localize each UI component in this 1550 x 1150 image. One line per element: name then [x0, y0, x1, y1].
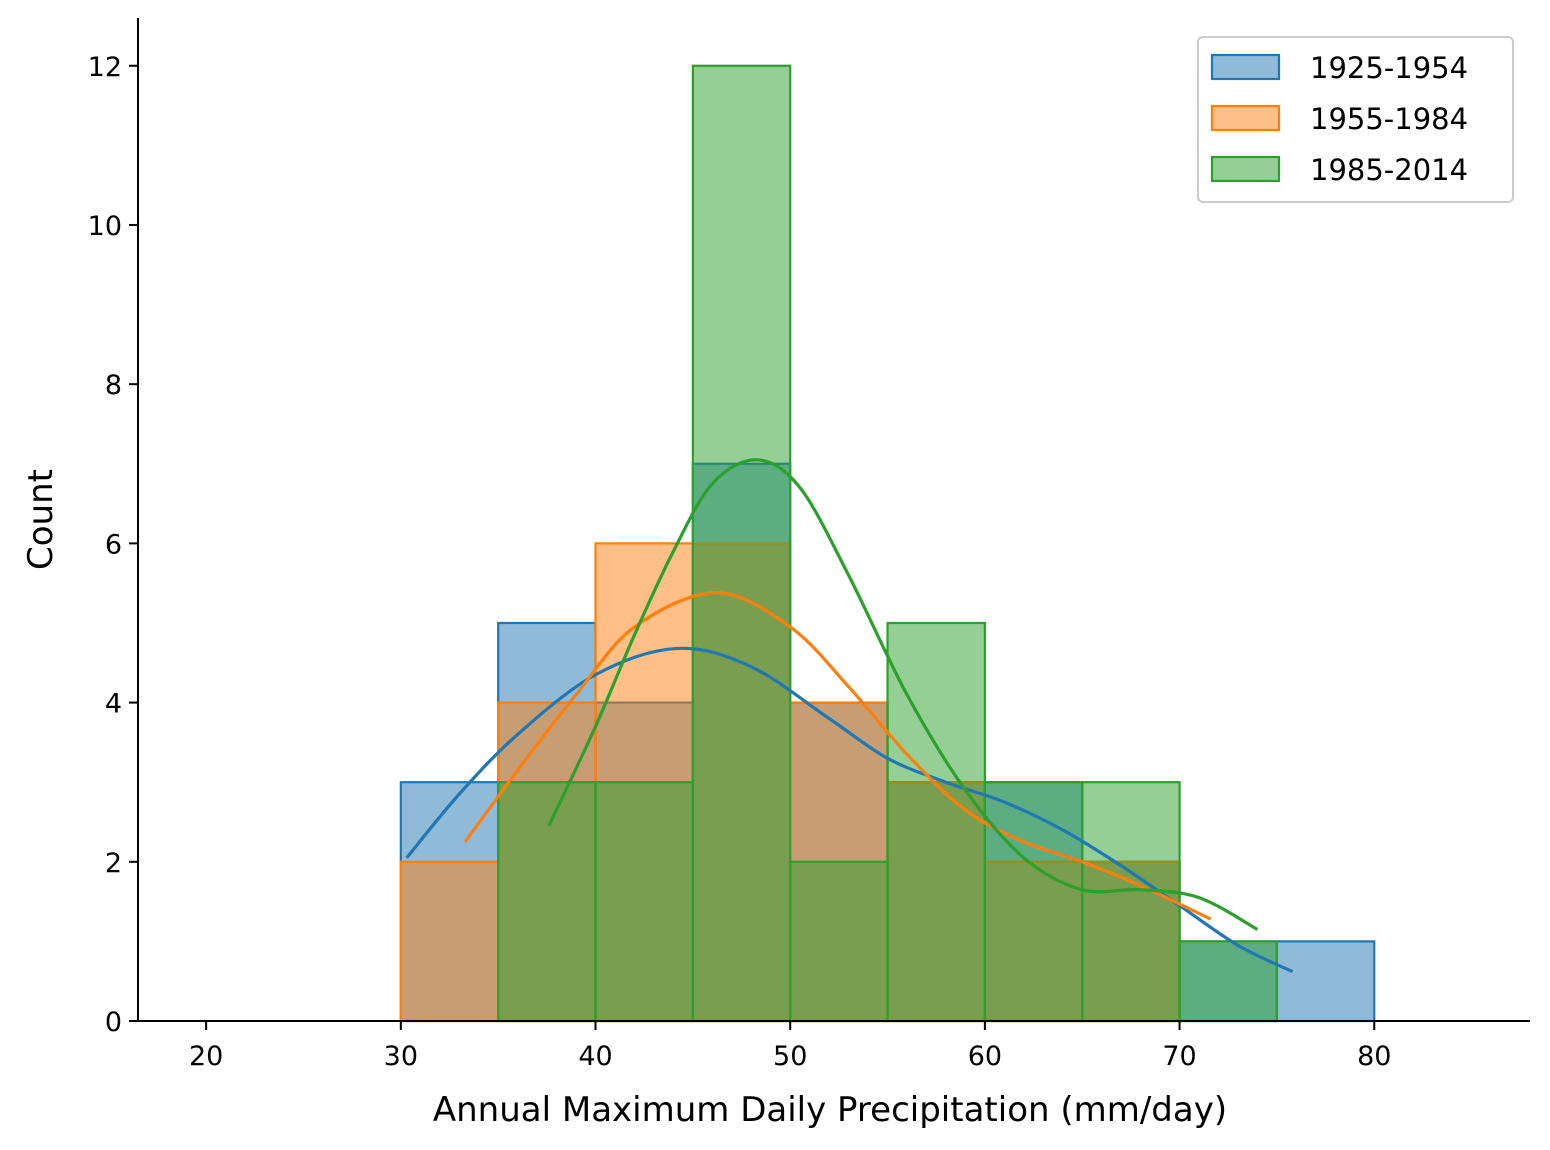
legend-item-1985-2014: 1985-2014 — [1210, 153, 1468, 187]
legend-label-1955-1984: 1955-1984 — [1310, 102, 1468, 136]
bar-1985-2014-65-70 — [1081, 781, 1181, 1023]
legend-label-1985-2014: 1985-2014 — [1310, 153, 1468, 187]
x-tick-label-50: 50 — [773, 1041, 807, 1072]
bar-1985-2014-60-65 — [983, 781, 1084, 1023]
kde-line-1955-1984 — [463, 591, 1212, 921]
y-tick-label-8: 8 — [105, 370, 122, 401]
y-tick-label-4: 4 — [105, 689, 122, 720]
bar-1985-2014-40-45 — [594, 781, 694, 1023]
x-tick-label-20: 20 — [189, 1041, 223, 1072]
kde-line-1985-2014 — [547, 458, 1259, 931]
x-tick-label-30: 30 — [384, 1041, 418, 1072]
y-tick-label-2: 2 — [105, 848, 122, 879]
legend-swatch-1925-1954 — [1210, 53, 1281, 81]
bar-1985-2014-45-50 — [691, 64, 792, 1023]
legend-item-1925-1954: 1925-1954 — [1210, 51, 1468, 85]
x-tick-label-40: 40 — [578, 1041, 612, 1072]
bar-1985-2014-35-40 — [497, 781, 597, 1023]
legend-item-1955-1984: 1955-1984 — [1210, 102, 1468, 136]
bar-1955-1984-30-35 — [399, 860, 500, 1023]
x-tick-label-70: 70 — [1162, 1041, 1196, 1072]
kde-layer — [405, 458, 1294, 974]
bar-1925-1954-75-80 — [1275, 940, 1376, 1023]
legend-label-1925-1954: 1925-1954 — [1310, 51, 1468, 85]
bar-1985-2014-50-55 — [789, 860, 889, 1023]
bar-1985-2014-70-75 — [1178, 940, 1279, 1023]
legend-swatch-1955-1984 — [1210, 104, 1281, 132]
y-tick-label-6: 6 — [105, 529, 122, 560]
kde-line-1925-1954 — [405, 646, 1294, 974]
y-axis-title: Count — [21, 469, 61, 570]
legend-swatch-1985-2014 — [1210, 155, 1281, 183]
y-tick-label-0: 0 — [105, 1007, 122, 1038]
axes-layer: 20 30 40 50 60 70 80 0 2 4 6 8 10 12 Annual Maximum Da… — [21, 18, 1530, 1130]
legend: 1925-1954 1955-1984 1985-2014 — [1197, 36, 1514, 203]
x-axis-title: Annual Maximum Daily Precipitation (mm/d… — [433, 1090, 1227, 1130]
bars-layer — [399, 64, 1376, 1023]
x-tick-label-60: 60 — [968, 1041, 1002, 1072]
y-tick-label-10: 10 — [88, 211, 122, 242]
y-tick-label-12: 12 — [88, 52, 122, 83]
x-tick-label-80: 80 — [1357, 1041, 1391, 1072]
